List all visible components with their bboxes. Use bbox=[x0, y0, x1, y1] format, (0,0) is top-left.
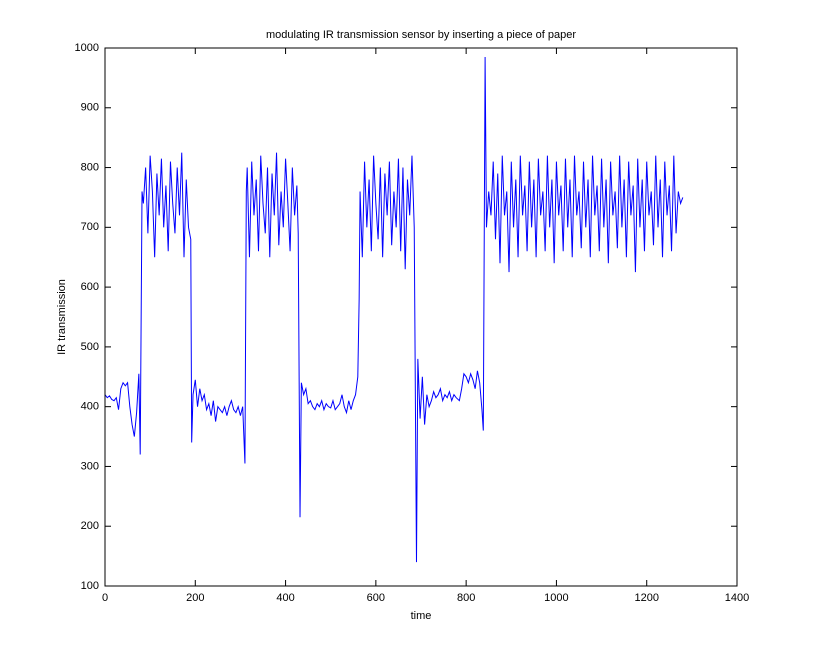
x-tick-label: 1200 bbox=[634, 592, 658, 604]
chart-title: modulating IR transmission sensor by ins… bbox=[266, 29, 576, 41]
x-tick-label: 1000 bbox=[544, 592, 568, 604]
y-tick-label: 700 bbox=[81, 221, 99, 233]
x-tick-label: 600 bbox=[367, 592, 385, 604]
y-tick-label: 400 bbox=[81, 401, 99, 413]
y-tick-label: 100 bbox=[81, 580, 99, 592]
y-tick-label: 300 bbox=[81, 460, 99, 472]
x-tick-label: 1400 bbox=[725, 592, 749, 604]
x-tick-label: 800 bbox=[457, 592, 475, 604]
data-line bbox=[104, 56, 684, 563]
y-tick-label: 900 bbox=[81, 102, 99, 114]
y-tick-label: 500 bbox=[81, 341, 99, 353]
y-tick-label: 600 bbox=[81, 281, 99, 293]
x-tick-label: 0 bbox=[102, 592, 108, 604]
y-tick-label: 1000 bbox=[75, 42, 99, 54]
x-tick-label: 400 bbox=[276, 592, 294, 604]
plot-frame bbox=[104, 47, 738, 587]
x-axis-label: time bbox=[411, 610, 432, 622]
y-tick-label: 200 bbox=[81, 520, 99, 532]
y-axis-label: IR transmission bbox=[56, 279, 68, 355]
x-tick-label: 200 bbox=[186, 592, 204, 604]
y-tick-label: 800 bbox=[81, 161, 99, 173]
